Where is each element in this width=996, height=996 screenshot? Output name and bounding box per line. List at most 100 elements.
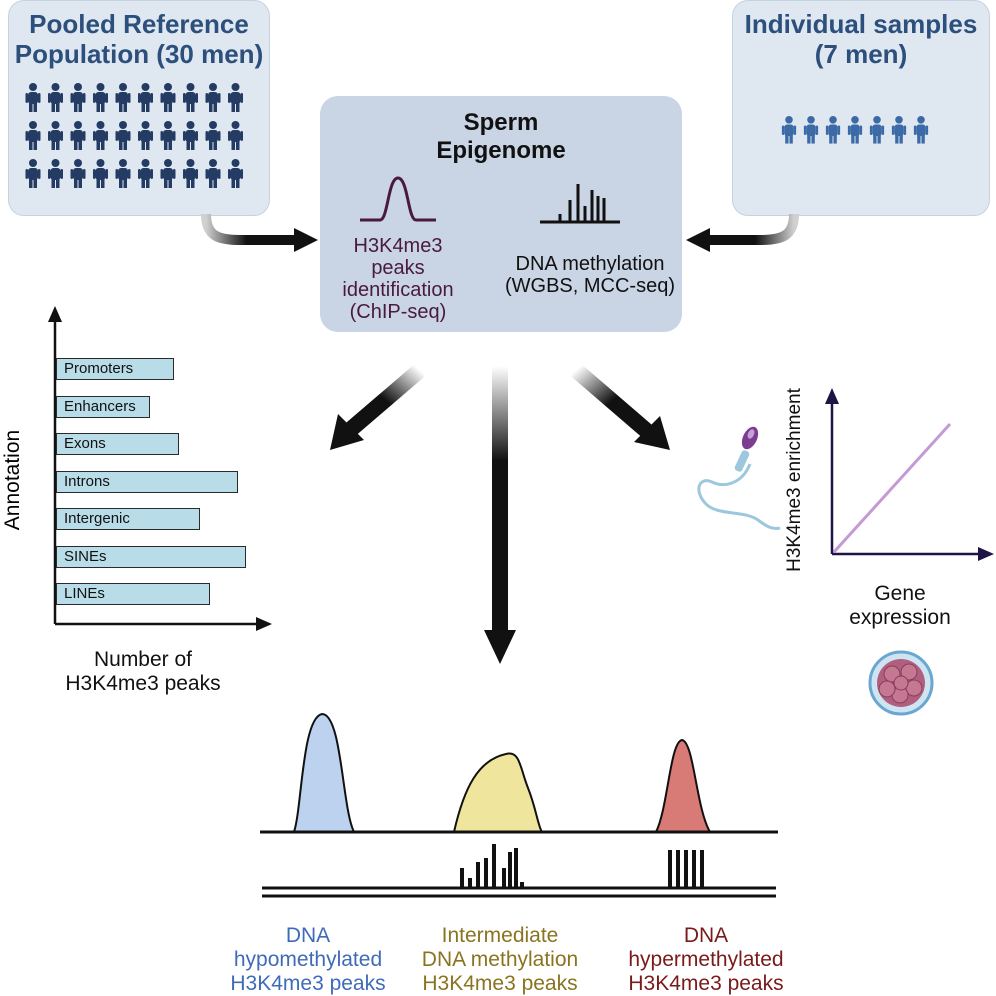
person-icon: [205, 83, 221, 112]
annotation-bar-label: Exons: [64, 435, 106, 452]
hyper-label-line1: DNA: [683, 924, 729, 947]
inter-label-line1: Intermediate: [441, 924, 559, 947]
arrow-down: [492, 366, 508, 636]
people-group-icon: [781, 116, 929, 144]
annotation-bar: [56, 358, 174, 380]
expression-chart: [825, 388, 994, 561]
person-icon: [48, 159, 63, 188]
individual-samples-panel: Individual samples (7 men): [732, 0, 990, 216]
person-icon: [781, 116, 797, 144]
person-icon: [228, 159, 243, 188]
annotation-bar-label: SINEs: [64, 547, 107, 565]
peak-curve-icon: [360, 176, 436, 222]
expression-ylabel: H3K4me3 enrichment: [784, 388, 805, 572]
annotation-bar-label: Promoters: [64, 360, 134, 377]
person-icon: [138, 121, 153, 150]
annotation-chart-axes: [48, 306, 272, 631]
hyper-label-line3: H3K4me3 peaks: [628, 972, 784, 995]
annotation-bar-label: Intergenic: [64, 510, 130, 527]
annotation-bar-label: Introns: [64, 472, 110, 490]
person-icon: [869, 116, 885, 144]
person-icon: [48, 83, 63, 112]
dna-methylation-label-line1: DNA methylation: [515, 253, 665, 275]
arrow-right-head: [686, 228, 710, 252]
person-icon: [25, 121, 41, 150]
person-icon: [847, 116, 863, 144]
annotation-bar-label: Enhancers: [64, 397, 136, 415]
arrow-down-right: [570, 363, 654, 439]
person-icon: [160, 121, 176, 150]
sperm-epigenome-panel: Sperm Epigenome H3K4me3 peaks identifica…: [320, 96, 682, 332]
annotation-ylabel: Annotation: [1, 429, 24, 531]
person-icon: [70, 83, 86, 112]
person-icon: [160, 159, 176, 188]
hyper-peak: [654, 738, 712, 833]
arrow-down-left-head: [330, 414, 364, 450]
annotation-bar: [56, 433, 179, 455]
hypo-label-line2: hypomethylated: [233, 948, 383, 971]
h3k4me3-label-line1: H3K4me3: [353, 235, 443, 257]
pooled-reference-panel: Pooled Reference Population (30 men): [8, 0, 270, 216]
arrow-right-to-center: [708, 213, 799, 245]
inter-label-line2: DNA methylation: [421, 948, 579, 971]
annotation-bar: [56, 583, 210, 605]
person-icon: [93, 159, 108, 188]
person-icon: [70, 121, 86, 150]
person-icon: [825, 116, 841, 144]
person-icon: [48, 121, 63, 150]
hyper-label-line2: hypermethylated: [628, 948, 784, 971]
arrow-left-head: [294, 228, 318, 252]
peaks-panel: [260, 712, 778, 898]
methylation-bars-icon: [540, 184, 620, 224]
person-icon: [138, 83, 153, 112]
person-icon: [228, 121, 243, 150]
person-icon: [891, 116, 907, 144]
person-icon: [228, 83, 243, 112]
person-icon: [115, 159, 131, 188]
dna-methylation-label-line2: (WGBS, MCC-seq): [505, 275, 675, 297]
person-icon: [70, 159, 86, 188]
annotation-xlabel-line2: H3K4me3 peaks: [65, 672, 221, 695]
person-icon: [183, 121, 198, 150]
person-icon: [205, 159, 221, 188]
hypo-label-line3: H3K4me3 peaks: [230, 972, 386, 995]
individual-samples-title-line2: (7 men): [814, 39, 908, 69]
annotation-bar-label: LINEs: [64, 585, 105, 602]
person-icon: [115, 83, 131, 112]
person-icon: [803, 116, 819, 144]
annotation-xlabel-line1: Number of: [93, 648, 193, 671]
hypo-peak: [292, 712, 356, 833]
person-icon: [138, 159, 153, 188]
person-icon: [183, 159, 198, 188]
person-icon: [913, 116, 929, 144]
arrow-left-to-center: [201, 213, 296, 245]
h3k4me3-label-line2: peaks: [371, 257, 425, 279]
person-icon: [160, 83, 176, 112]
person-icon: [25, 83, 41, 112]
person-icon: [93, 121, 108, 150]
arrow-down-left: [344, 363, 426, 437]
sperm-icon: [697, 426, 781, 530]
person-icon: [115, 121, 131, 150]
person-icon: [183, 83, 198, 112]
person-icon: [93, 83, 108, 112]
annotation-bar: [56, 395, 150, 418]
people-group-icon: [25, 83, 243, 188]
arrow-down-right-head: [634, 416, 670, 450]
arrow-down-head: [484, 630, 516, 664]
embryo-icon: [868, 650, 934, 716]
methylation-track: [262, 844, 776, 890]
annotation-bar: [56, 545, 246, 568]
inter-label-line3: H3K4me3 peaks: [422, 972, 578, 995]
person-icon: [25, 159, 41, 188]
expression-trend-line: [832, 422, 952, 554]
pooled-reference-title-line1: Pooled Reference: [29, 9, 249, 39]
expression-xlabel-line2: expression: [849, 606, 951, 629]
sperm-epigenome-title-line1: Sperm: [463, 109, 539, 136]
person-icon: [205, 121, 221, 150]
h3k4me3-label-line3: identification: [342, 279, 454, 301]
h3k4me3-label-line4: (ChIP-seq): [349, 301, 447, 323]
individual-samples-title-line1: Individual samples: [744, 9, 978, 39]
inter-peak: [452, 752, 544, 833]
